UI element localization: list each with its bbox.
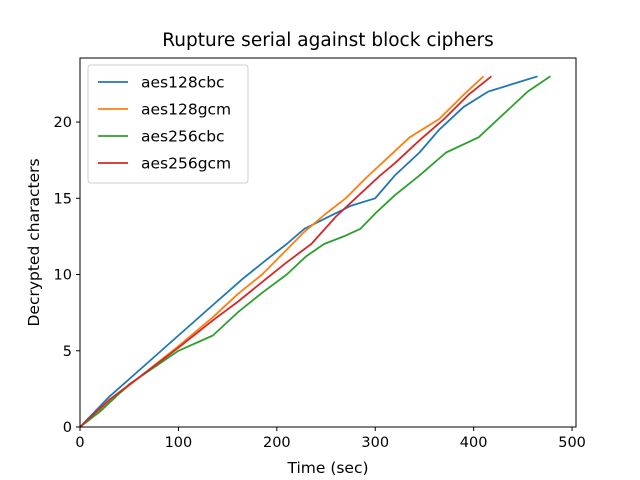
x-tick-label: 400 <box>460 435 488 451</box>
legend-label-aes128gcm: aes128gcm <box>141 101 231 119</box>
y-axis-ticks: 0 5 10 15 20 <box>54 115 80 436</box>
y-tick-label: 15 <box>54 191 72 207</box>
series-line-aes256cbc <box>79 75 551 428</box>
y-tick-label: 5 <box>63 344 72 360</box>
x-axis-label: Time (sec) <box>286 459 368 477</box>
axes-frame <box>79 57 577 428</box>
y-tick-label: 0 <box>63 420 72 436</box>
legend-box <box>87 64 249 184</box>
chart-title: Rupture serial against block ciphers <box>162 30 493 51</box>
x-axis-ticks: 0 100 200 300 400 500 <box>75 427 586 451</box>
legend-label-aes256cbc: aes256cbc <box>141 128 225 146</box>
legend-label-aes256gcm: aes256gcm <box>141 155 231 173</box>
series-line-aes128cbc <box>79 75 538 428</box>
x-tick-label: 0 <box>75 435 84 451</box>
y-axis-label: Decrypted characters <box>25 158 43 326</box>
y-tick-label: 20 <box>54 115 72 131</box>
legend-label-aes128cbc: aes128cbc <box>141 74 225 92</box>
y-tick-label: 10 <box>54 268 72 284</box>
series-layer <box>79 75 551 428</box>
x-tick-label: 100 <box>165 435 193 451</box>
x-tick-label: 300 <box>361 435 389 451</box>
series-line-aes256gcm <box>79 75 492 428</box>
legend: aes128cbc aes128gcm aes256cbc aes256gcm <box>87 64 249 184</box>
x-tick-label: 200 <box>263 435 291 451</box>
x-tick-label: 500 <box>558 435 586 451</box>
